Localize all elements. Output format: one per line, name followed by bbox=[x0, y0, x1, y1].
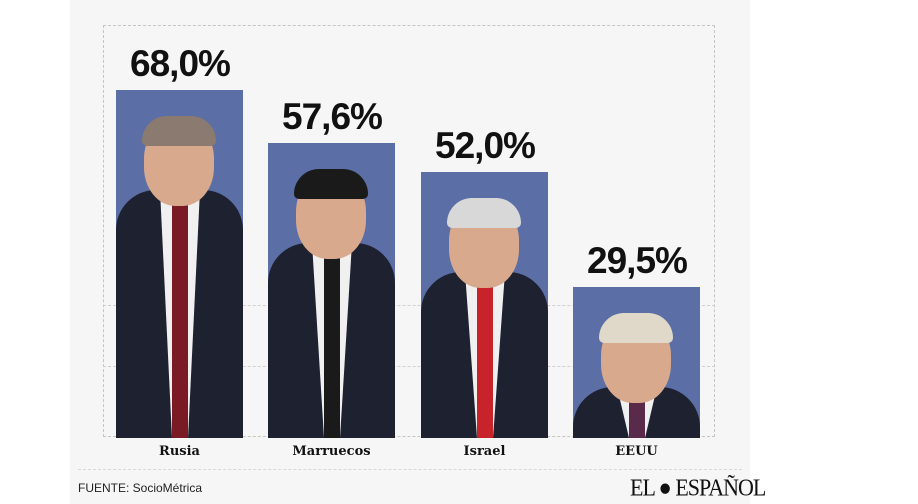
portrait-hair bbox=[447, 198, 521, 228]
portrait-hair bbox=[294, 169, 368, 199]
bar-eeuu bbox=[573, 287, 700, 438]
plot-frame bbox=[103, 25, 715, 437]
category-label: EEUU bbox=[615, 444, 658, 459]
value-label: 57,6% bbox=[282, 96, 383, 137]
bar-rusia bbox=[116, 90, 243, 438]
gridline bbox=[103, 366, 715, 367]
value-label: 29,5% bbox=[587, 240, 688, 281]
category-label: Rusia bbox=[159, 444, 200, 459]
bar-marruecos bbox=[268, 143, 395, 438]
portrait-hair bbox=[142, 116, 216, 146]
gridline bbox=[103, 305, 715, 306]
el-espanol-logo: EL ● ESPAÑOL bbox=[630, 473, 766, 502]
portrait-tie bbox=[324, 253, 340, 438]
bar-israel bbox=[421, 172, 548, 438]
category-label: Marruecos bbox=[292, 444, 371, 459]
footer-divider bbox=[78, 469, 742, 470]
category-label: Israel bbox=[463, 444, 506, 459]
portrait-tie bbox=[172, 200, 188, 438]
source-note: FUENTE: SocioMétrica bbox=[78, 481, 203, 495]
portrait-tie bbox=[629, 397, 645, 438]
portrait-hair bbox=[599, 313, 673, 343]
value-label: 52,0% bbox=[435, 125, 536, 166]
portrait-tie bbox=[477, 282, 493, 438]
value-label: 68,0% bbox=[130, 43, 231, 84]
